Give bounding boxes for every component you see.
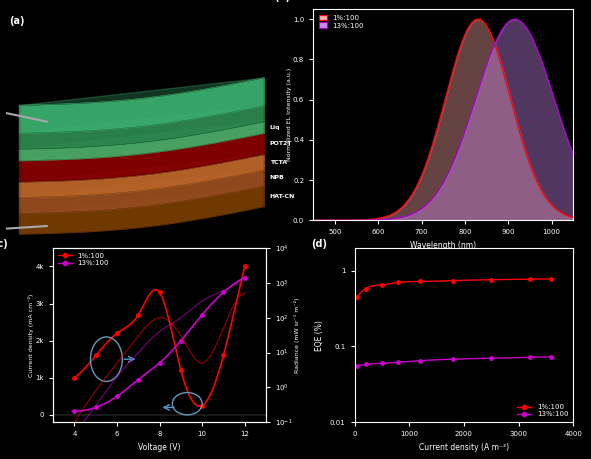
Polygon shape: [20, 133, 264, 181]
Text: Liq: Liq: [269, 125, 280, 130]
Polygon shape: [20, 106, 264, 133]
Polygon shape: [20, 170, 264, 213]
Text: NPB: NPB: [269, 175, 284, 180]
Polygon shape: [20, 78, 264, 106]
Polygon shape: [20, 122, 264, 161]
Polygon shape: [20, 122, 264, 149]
Legend: 1%:100, 13%:100: 1%:100, 13%:100: [516, 403, 570, 419]
Y-axis label: Radiance (mW sr⁻¹ m⁻²): Radiance (mW sr⁻¹ m⁻²): [294, 297, 300, 373]
Polygon shape: [20, 186, 264, 234]
Text: TCTA: TCTA: [269, 160, 287, 165]
Text: (c): (c): [0, 239, 8, 249]
X-axis label: Voltage (V): Voltage (V): [138, 443, 181, 452]
Text: (b): (b): [274, 0, 290, 2]
Text: POT2T: POT2T: [269, 141, 292, 146]
Polygon shape: [20, 155, 264, 182]
Y-axis label: EQE (%): EQE (%): [315, 319, 324, 351]
Legend: 1%:100, 13%:100: 1%:100, 13%:100: [317, 13, 366, 31]
Polygon shape: [20, 133, 264, 161]
Polygon shape: [20, 106, 264, 149]
Text: (d): (d): [311, 239, 327, 249]
Y-axis label: Normalized EL Intensity (a.u.): Normalized EL Intensity (a.u.): [287, 68, 291, 162]
Polygon shape: [20, 155, 264, 197]
Y-axis label: Current density (mA cm⁻²): Current density (mA cm⁻²): [28, 293, 34, 377]
X-axis label: Wavelength (nm): Wavelength (nm): [410, 241, 476, 250]
Text: (a): (a): [9, 16, 24, 26]
Polygon shape: [20, 186, 264, 213]
Legend: 1%:100, 13%:100: 1%:100, 13%:100: [57, 252, 111, 268]
X-axis label: Current density (A m⁻²): Current density (A m⁻²): [419, 443, 509, 452]
Polygon shape: [20, 170, 264, 197]
Text: HAT-CN: HAT-CN: [269, 194, 295, 199]
Polygon shape: [20, 78, 264, 133]
